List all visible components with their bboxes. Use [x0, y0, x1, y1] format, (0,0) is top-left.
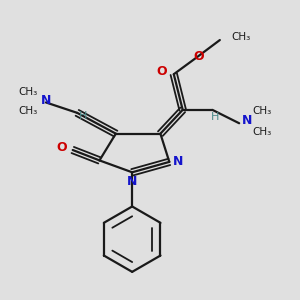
Text: N: N: [41, 94, 51, 106]
Text: O: O: [56, 140, 67, 154]
Text: H: H: [211, 112, 220, 122]
Text: CH₃: CH₃: [253, 106, 272, 116]
Text: N: N: [172, 155, 183, 168]
Text: N: N: [126, 175, 137, 188]
Text: CH₃: CH₃: [19, 106, 38, 116]
Text: CH₃: CH₃: [19, 87, 38, 97]
Text: CH₃: CH₃: [253, 127, 272, 137]
Text: O: O: [193, 50, 204, 63]
Text: CH₃: CH₃: [231, 32, 250, 42]
Text: H: H: [79, 111, 87, 121]
Text: N: N: [242, 114, 253, 127]
Text: O: O: [157, 65, 167, 78]
